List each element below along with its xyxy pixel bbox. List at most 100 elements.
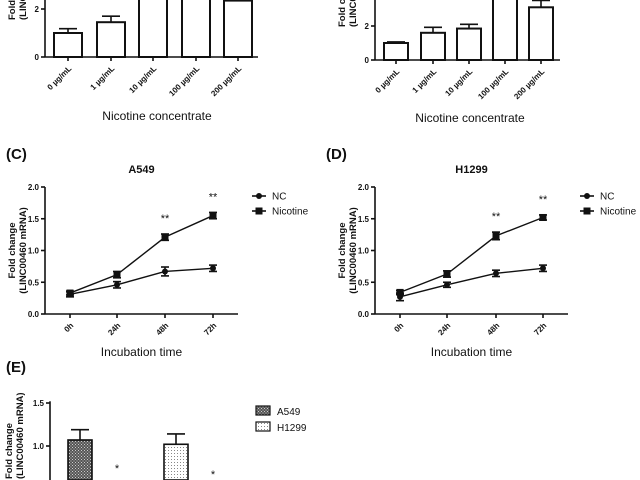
data-point bbox=[209, 212, 217, 220]
x-tick-label: 0 µg/mL bbox=[46, 64, 74, 92]
y-axis-label: Fold change bbox=[7, 223, 18, 279]
x-tick-label: 1 µg/mL bbox=[411, 67, 439, 95]
legend-marker bbox=[256, 193, 262, 199]
y-axis-label: Fold change bbox=[337, 0, 348, 27]
y-tick-label: 0.5 bbox=[358, 278, 370, 287]
y-axis-label: (LINC00460 mRNA) bbox=[18, 207, 29, 294]
bar bbox=[96, 21, 126, 58]
legend-marker bbox=[583, 207, 591, 215]
y-tick-label: 0 bbox=[35, 53, 40, 62]
data-point bbox=[444, 281, 450, 288]
y-tick-label: 2.0 bbox=[358, 183, 370, 192]
x-tick-label: 0h bbox=[62, 321, 75, 334]
bar bbox=[53, 32, 83, 58]
series-line-NC bbox=[399, 267, 544, 298]
x-tick-label: 0 µg/mL bbox=[374, 67, 402, 95]
legend-swatch bbox=[255, 421, 271, 432]
data-point bbox=[114, 281, 120, 288]
legend-label: Nicotine bbox=[600, 207, 637, 218]
legend-marker bbox=[255, 207, 263, 215]
significance-marker: ** bbox=[539, 194, 548, 206]
y-tick-label: 0 bbox=[365, 56, 370, 65]
bar-chart-0: 0 µg/mL 1 µg/mL 10 µg/mL 100 µg/mL 200 µg/mL… bbox=[7, 0, 258, 123]
y-axis-label: Fold change bbox=[7, 0, 18, 20]
x-tick-label: 24h bbox=[106, 321, 122, 337]
line-chart-3: (D) H1299 0.0 0.5 1.0 1.5 2.0 0h 24h 48h 72h NC Nico… bbox=[326, 146, 637, 359]
x-tick-label: 10 µg/mL bbox=[443, 67, 474, 98]
significance-marker: * bbox=[211, 469, 216, 480]
data-point bbox=[210, 265, 216, 272]
data-point bbox=[540, 265, 546, 272]
data-point bbox=[113, 271, 121, 279]
y-tick-label: 0.0 bbox=[28, 310, 40, 319]
x-tick-label: 1 µg/mL bbox=[89, 64, 117, 92]
y-axis-label: Fold change bbox=[4, 423, 15, 479]
bar-A549 bbox=[67, 439, 93, 480]
x-tick-label: 100 µg/mL bbox=[476, 67, 510, 101]
x-axis-label: Nicotine concentrate bbox=[415, 111, 525, 125]
data-point bbox=[162, 268, 168, 275]
y-axis-label: (LINC00460 mRNA) bbox=[15, 392, 26, 479]
data-point bbox=[66, 289, 74, 297]
x-tick-label: 72h bbox=[532, 321, 548, 337]
legend-label: A549 bbox=[277, 407, 301, 418]
bar bbox=[138, 0, 168, 58]
legend-label: NC bbox=[600, 192, 614, 203]
y-tick-label: 1.0 bbox=[28, 247, 40, 256]
legend-swatch bbox=[255, 405, 271, 416]
x-tick-label: 72h bbox=[202, 321, 218, 337]
bar-chart-e: (E) 1.0 1.5 A549 H1299 * * Fold change (LINC0046… bbox=[4, 359, 307, 480]
bar-H1299 bbox=[163, 443, 189, 480]
y-axis-label: (LINC00460 mRNA) bbox=[18, 0, 29, 20]
y-axis-label: (LINC00460 mRNA) bbox=[348, 0, 359, 27]
y-tick-label: 1.0 bbox=[358, 247, 370, 256]
y-tick-label: 2.0 bbox=[28, 183, 40, 192]
y-tick-label: 1.5 bbox=[358, 215, 370, 224]
line-chart-2: (C) A549 0.0 0.5 1.0 1.5 2.0 0h 24h 48h 72h NC Nicot… bbox=[6, 146, 309, 359]
y-tick-label: 1.5 bbox=[33, 399, 45, 408]
y-tick-label: 1.0 bbox=[33, 442, 45, 451]
x-tick-label: 10 µg/mL bbox=[127, 64, 158, 95]
y-tick-label: 1.5 bbox=[28, 215, 40, 224]
legend-marker bbox=[584, 193, 590, 199]
significance-marker: ** bbox=[209, 191, 218, 203]
x-axis-label: Nicotine concentrate bbox=[102, 109, 212, 123]
x-tick-label: 0h bbox=[392, 321, 405, 334]
significance-marker: ** bbox=[492, 211, 501, 223]
bar bbox=[181, 0, 211, 58]
data-point bbox=[492, 232, 500, 240]
significance-marker: * bbox=[115, 463, 120, 475]
bar-chart-1: 0 µg/mL 1 µg/mL 10 µg/mL 100 µg/mL 200 µg/mL… bbox=[337, 0, 560, 125]
legend-label: H1299 bbox=[277, 423, 307, 434]
x-tick-label: 48h bbox=[154, 321, 170, 337]
data-point bbox=[443, 270, 451, 278]
series-line-Nicotine bbox=[69, 214, 214, 294]
y-tick-label: 0.0 bbox=[358, 310, 370, 319]
panel-label: (C) bbox=[6, 146, 27, 163]
bar bbox=[420, 31, 446, 61]
bar bbox=[492, 0, 518, 62]
series-line-Nicotine bbox=[399, 216, 544, 294]
data-point bbox=[161, 233, 169, 241]
bar bbox=[223, 0, 253, 59]
x-tick-label: 200 µg/mL bbox=[512, 67, 546, 101]
x-tick-label: 200 µg/mL bbox=[209, 64, 243, 98]
y-tick-label: 2 bbox=[35, 5, 40, 14]
panel-label: (E) bbox=[6, 359, 26, 376]
x-axis-label: Incubation time bbox=[431, 345, 513, 359]
significance-marker: ** bbox=[161, 213, 170, 225]
data-point bbox=[539, 213, 547, 221]
series-line-NC bbox=[69, 267, 214, 296]
chart-title: A549 bbox=[128, 164, 154, 176]
panel-label: (D) bbox=[326, 146, 347, 163]
bar bbox=[528, 6, 554, 62]
y-axis-label: Fold change bbox=[337, 223, 348, 279]
bar bbox=[383, 42, 409, 61]
y-tick-label: 0.5 bbox=[28, 278, 40, 287]
x-tick-label: 48h bbox=[485, 321, 501, 337]
x-tick-label: 24h bbox=[436, 321, 452, 337]
data-point bbox=[396, 288, 404, 296]
chart-title: H1299 bbox=[455, 164, 487, 176]
legend-label: NC bbox=[272, 192, 286, 203]
